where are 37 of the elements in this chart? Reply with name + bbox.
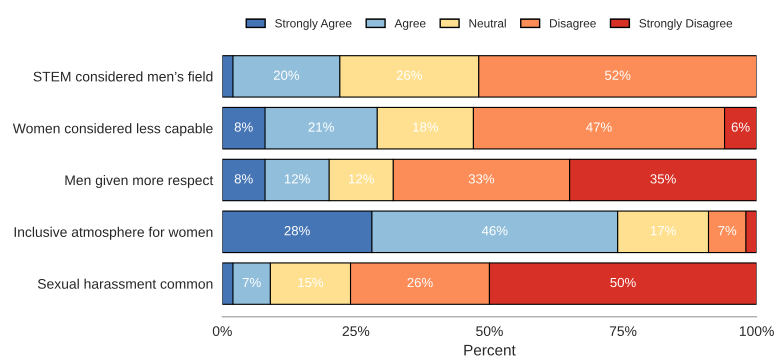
- data-label: 8%: [234, 174, 253, 184]
- data-label: 35%: [650, 174, 676, 184]
- legend-label: Agree: [394, 19, 426, 30]
- data-label: 26%: [396, 70, 422, 80]
- x-tick-label: 50%: [476, 326, 503, 336]
- data-label: 7%: [242, 278, 261, 288]
- data-label: 33%: [468, 174, 494, 184]
- legend-label: Neutral: [469, 18, 506, 28]
- x-tick-label: 100%: [740, 326, 774, 336]
- y-tick-label: Men given more respect: [65, 174, 214, 188]
- data-label: 47%: [586, 122, 612, 132]
- data-label: 28%: [284, 226, 310, 236]
- data-label: 7%: [718, 226, 736, 236]
- data-label: 6%: [732, 122, 750, 132]
- x-tick-label: 0%: [212, 326, 232, 336]
- legend-label: Disagree: [550, 18, 596, 30]
- data-label: 18%: [413, 122, 438, 132]
- data-label: 26%: [407, 278, 433, 288]
- data-label: 12%: [284, 174, 310, 184]
- legend-label: Strongly Agree: [275, 18, 352, 30]
- x-tick-label: 25%: [342, 326, 370, 336]
- y-tick-label: Women considered less capable: [12, 123, 213, 136]
- y-tick-label: Inclusive atmosphere for women: [14, 226, 212, 240]
- data-label: 12%: [349, 174, 374, 184]
- y-tick-label: Sexual harassment common: [38, 278, 212, 289]
- data-label: 52%: [605, 70, 630, 80]
- data-label: 17%: [650, 226, 676, 236]
- data-label: 20%: [274, 70, 300, 80]
- y-tick-label: STEM considered men’s field: [34, 71, 212, 82]
- legend-label: Strongly Disagree: [639, 18, 732, 30]
- data-label: 8%: [234, 122, 253, 132]
- data-label: 46%: [482, 226, 508, 236]
- data-label: 50%: [610, 278, 636, 288]
- x-axis-title: Percent: [464, 344, 516, 356]
- x-tick-label: 75%: [610, 326, 636, 336]
- data-label: 15%: [298, 278, 324, 288]
- data-label: 21%: [308, 122, 334, 132]
